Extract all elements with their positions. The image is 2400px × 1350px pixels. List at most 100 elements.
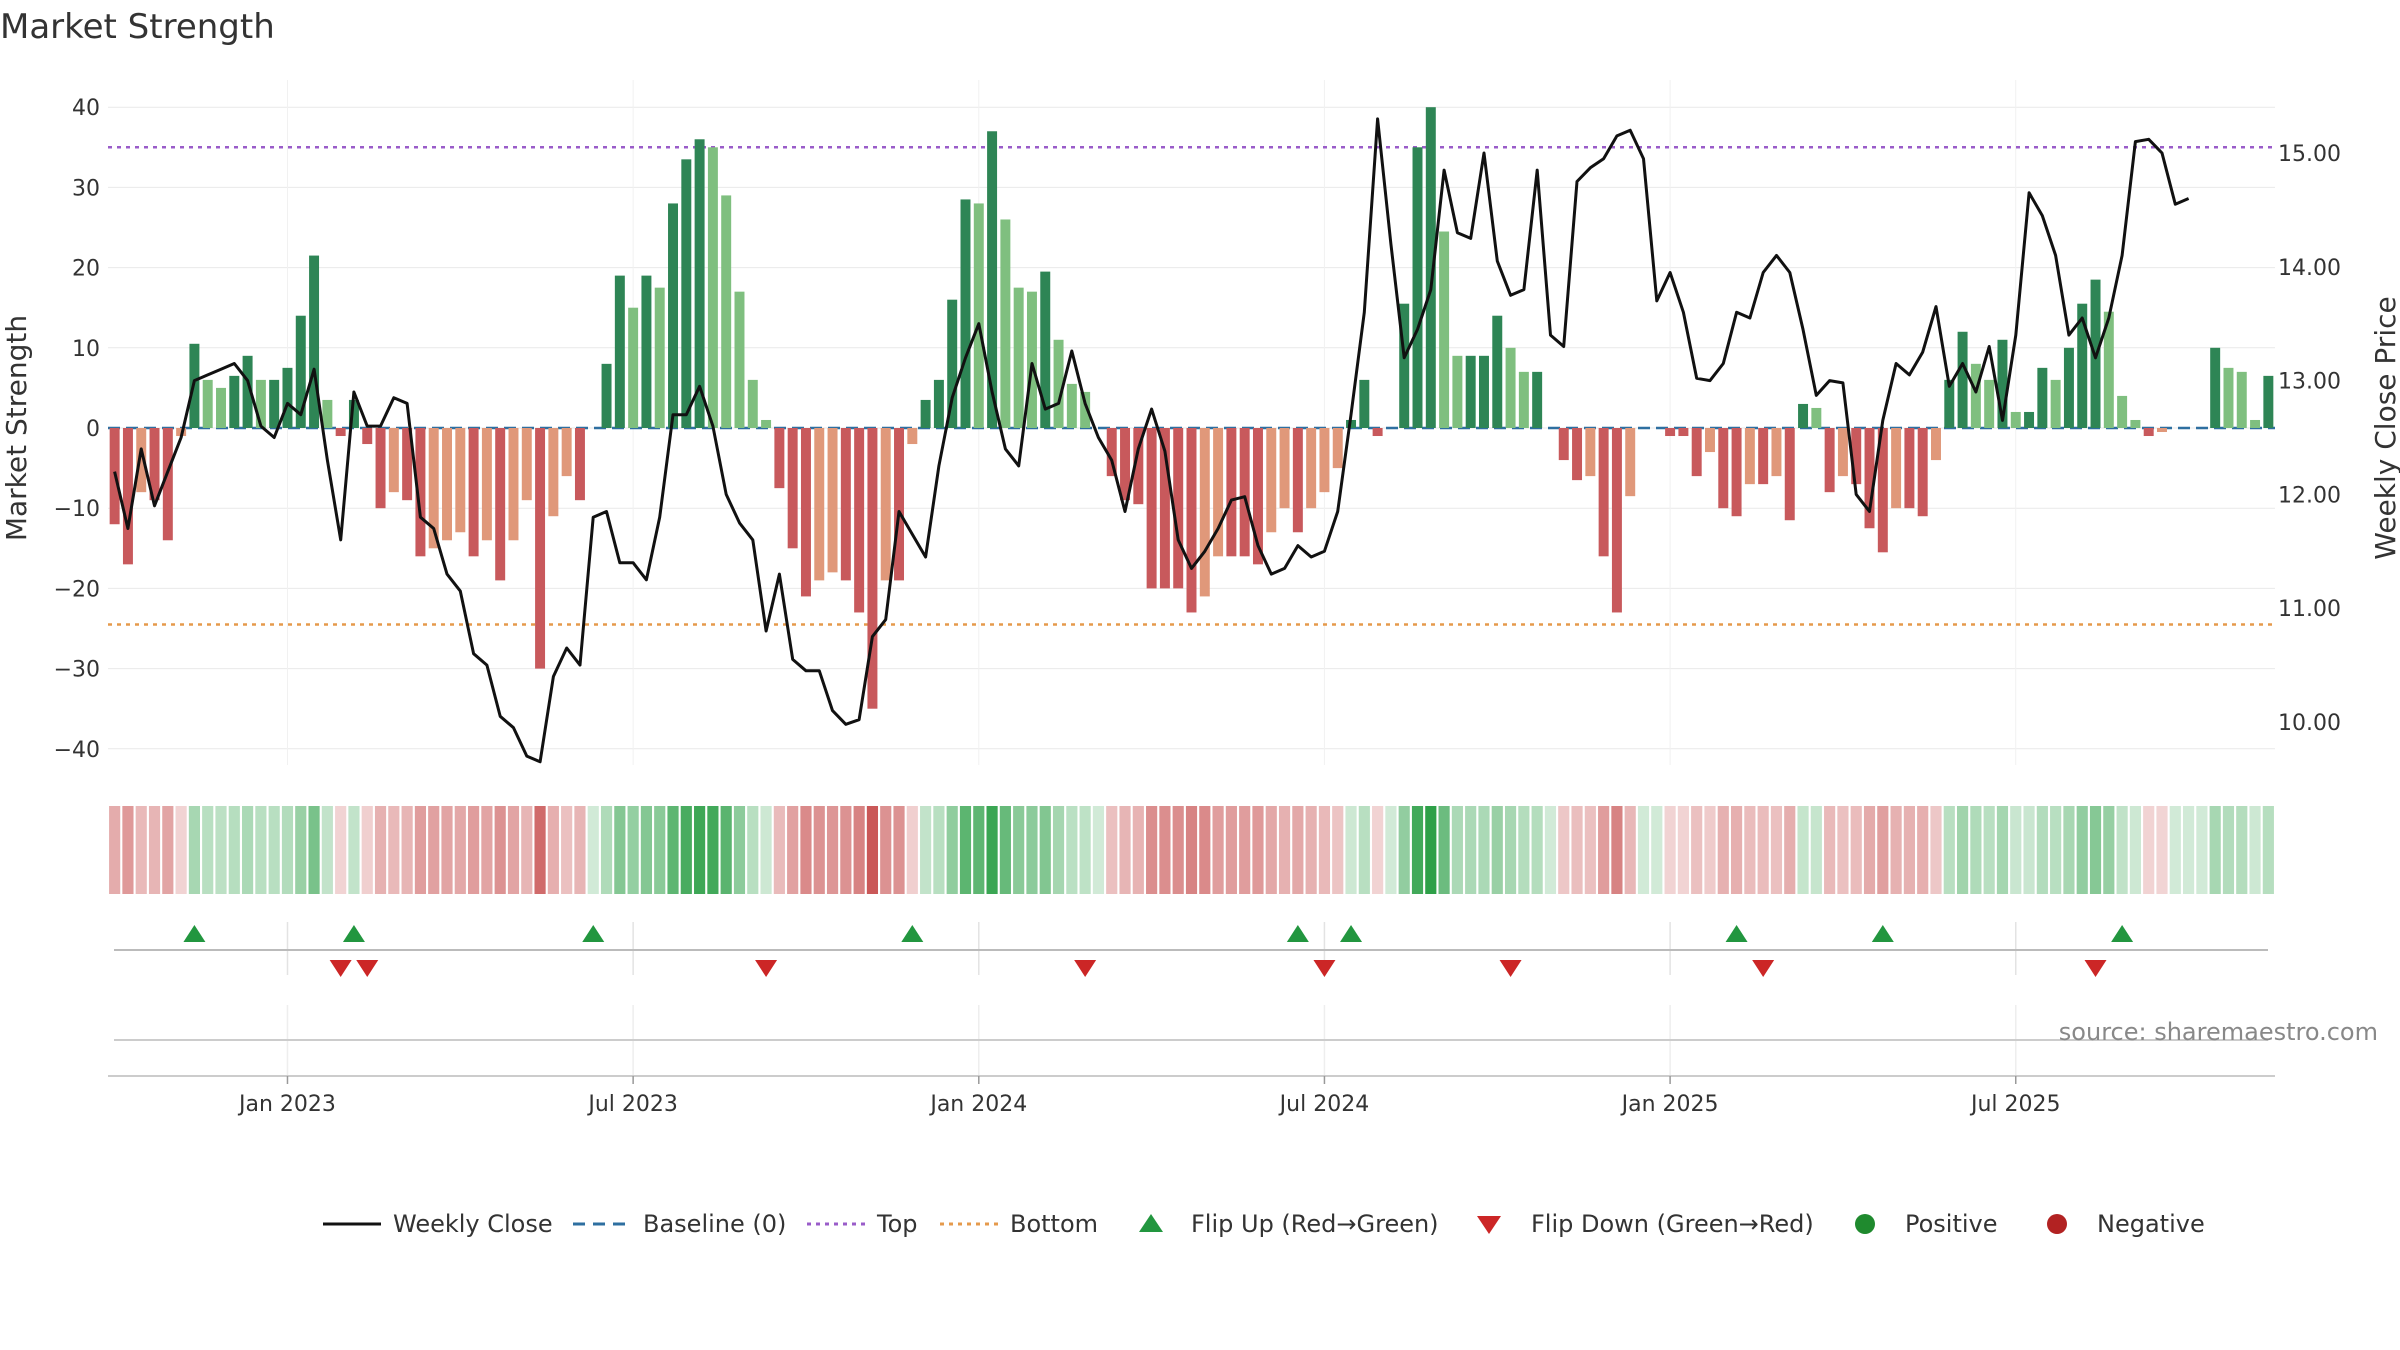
strength-bar: [787, 428, 798, 549]
y-left-tick-label: 20: [72, 257, 100, 282]
y-axis-left: 40 30 20 10 0 −10 −20 −30 −40: [54, 96, 100, 763]
legend-dot-marker: [2047, 1214, 2067, 1234]
strength-bar: [1625, 428, 1636, 497]
strength-bar: [1585, 428, 1596, 477]
strength-bar: [1199, 428, 1210, 597]
strength-strip-cell: [1185, 806, 1198, 894]
strength-bar: [1877, 428, 1888, 553]
strength-strip-cell: [1930, 806, 1942, 894]
strength-bar: [255, 379, 266, 428]
strength-strip-cell: [1677, 806, 1689, 894]
flip-markers-panel: [114, 925, 2268, 977]
strength-bar: [2024, 411, 2035, 428]
strength-strip-cell: [787, 806, 799, 894]
strength-bar: [1066, 383, 1077, 428]
strength-strip-cell: [1252, 806, 1264, 894]
strength-strip-cell: [374, 806, 387, 894]
strength-strip-cell: [627, 806, 639, 894]
strength-bar: [774, 428, 785, 489]
strength-strip-cell: [1039, 806, 1051, 894]
legend-label: Negative: [2097, 1210, 2205, 1238]
strength-strip-cell: [1757, 806, 1769, 894]
strength-bar: [1704, 428, 1715, 453]
strength-strip-cell: [694, 806, 706, 894]
strength-strip-cell: [468, 806, 480, 894]
y-right-tick-label: 12.00: [2278, 483, 2341, 508]
strength-strip-cell: [1943, 806, 1955, 894]
strength-strip-cell: [1451, 806, 1463, 894]
strength-strip-cell: [148, 806, 161, 894]
strength-strip-cell: [1518, 806, 1530, 894]
strength-bar: [388, 428, 399, 493]
strength-bar: [907, 428, 918, 445]
flip-down-marker: [329, 960, 352, 977]
strength-bar: [601, 363, 612, 428]
strength-bar: [1997, 339, 2008, 428]
strength-strip-cell: [2169, 806, 2181, 894]
strength-strip-cell: [574, 806, 586, 894]
strength-bar: [628, 307, 639, 428]
strength-strip-cell: [1013, 806, 1025, 894]
strength-bar: [1811, 407, 1822, 428]
strength-strip-cell: [1983, 806, 1995, 894]
strength-bar: [1173, 428, 1184, 589]
strength-bar: [1106, 428, 1117, 477]
strength-bar: [402, 428, 413, 501]
strength-bar: [1053, 339, 1064, 428]
strength-strip-cell: [454, 806, 466, 894]
strength-strip-cell: [1172, 806, 1184, 894]
strength-bar: [1984, 379, 1995, 428]
strength-bar: [2117, 395, 2128, 428]
strength-bar: [960, 199, 971, 428]
strength-bar: [495, 428, 506, 581]
flip-up-marker: [901, 925, 924, 942]
weekly-close-line: [113, 117, 2190, 764]
strength-strip-cell: [760, 806, 772, 894]
strength-strip-cell: [162, 806, 174, 894]
chart-title: Market Strength: [0, 7, 275, 47]
strength-strip-cell: [122, 806, 134, 894]
strength-strip-cell: [1810, 806, 1822, 894]
strength-strip-cell: [1345, 806, 1357, 894]
strength-bar: [2143, 428, 2154, 437]
y-right-tick-label: 13.00: [2278, 370, 2341, 395]
strength-strip-cell: [1890, 806, 1902, 894]
strength-strip-cell: [348, 806, 360, 894]
strength-bar: [1824, 428, 1835, 493]
strength-strip-cell: [1770, 806, 1783, 894]
strength-bar: [2103, 311, 2114, 428]
strength-strip-cell: [561, 806, 573, 894]
strength-bar: [1598, 428, 1609, 557]
strength-bar: [415, 428, 426, 557]
strength-strip-cell: [228, 806, 240, 894]
strength-strip-cell: [1358, 806, 1370, 894]
strength-bar: [2223, 367, 2234, 428]
strength-strip-cell: [481, 806, 493, 894]
strength-strip-cell: [2222, 806, 2235, 894]
legend-label: Top: [876, 1210, 918, 1238]
strength-strip-cell: [361, 806, 373, 894]
strength-bar: [1558, 428, 1569, 461]
strength-bar: [122, 428, 133, 565]
strength-bar: [2010, 411, 2021, 428]
strength-bar: [1425, 107, 1436, 428]
strength-bar: [1864, 428, 1875, 529]
strength-bar: [894, 428, 905, 581]
strength-strip-cell: [1691, 806, 1703, 894]
y-left-tick-label: 0: [86, 417, 100, 442]
strength-strip-cell: [880, 806, 892, 894]
strength-strip-cell: [973, 806, 985, 894]
strength-strip-cell: [813, 806, 825, 894]
strength-strip-cell: [401, 806, 413, 894]
strength-strip-cell: [1784, 806, 1796, 894]
strength-strip-cell: [428, 806, 440, 894]
strength-bar: [1784, 428, 1795, 521]
strength-bar: [747, 379, 758, 428]
y-left-tick-label: 10: [72, 337, 100, 362]
x-tick-label: Jul 2024: [1278, 1092, 1370, 1117]
strength-bar: [455, 428, 466, 533]
strength-bar: [920, 399, 931, 428]
strength-strip-cell: [1996, 806, 2009, 894]
strength-strip-cell: [747, 806, 759, 894]
strength-bar: [1532, 371, 1543, 428]
